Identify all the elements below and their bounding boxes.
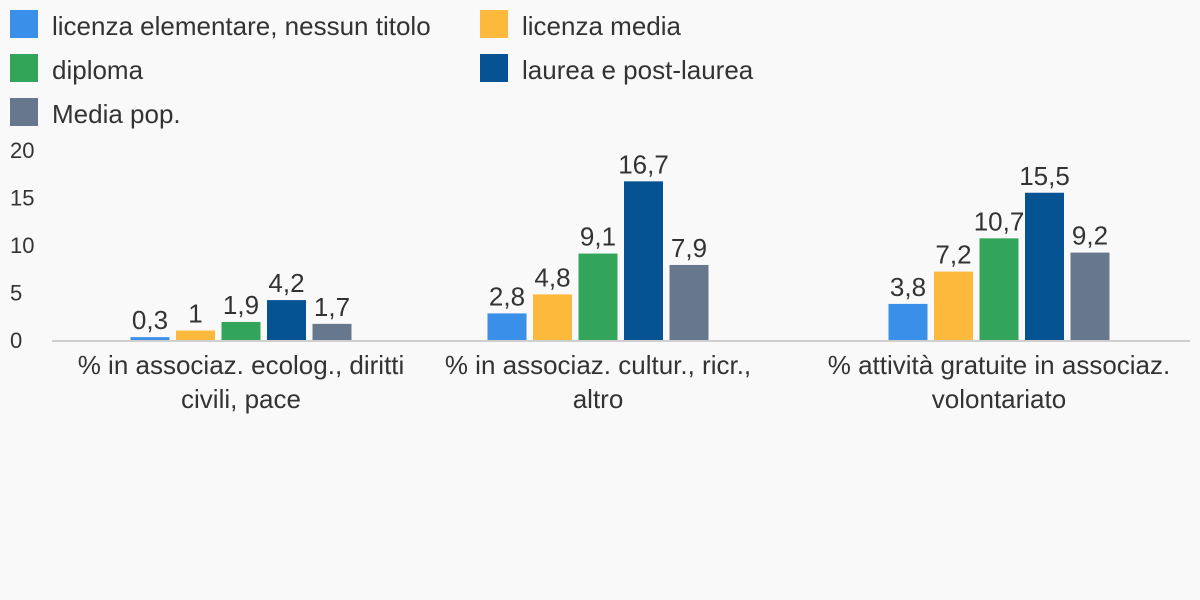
data-label: 7,2 bbox=[935, 240, 971, 270]
bar-group: 3,8 7,210,7 15,59,2 bbox=[888, 161, 1110, 340]
bar[interactable] bbox=[533, 294, 572, 340]
legend-item[interactable]: laurea e post-laurea bbox=[480, 54, 754, 85]
legend-label: diploma bbox=[52, 55, 144, 85]
bar[interactable] bbox=[130, 337, 170, 340]
x-tick-label-line: volontariato bbox=[932, 384, 1066, 414]
y-axis: 0 5 10 15 20 bbox=[10, 138, 34, 353]
data-label: 3,8 bbox=[890, 272, 926, 302]
y-tick-label: 5 bbox=[10, 281, 22, 306]
data-label: 1,7 bbox=[314, 292, 350, 322]
bar[interactable] bbox=[888, 303, 928, 340]
data-label: 16,7 bbox=[618, 149, 669, 179]
legend-item[interactable]: Media pop. bbox=[10, 98, 181, 129]
x-tick-label-line: civili, pace bbox=[181, 384, 301, 414]
x-tick-label-line: % attività gratuite in associaz. bbox=[828, 350, 1171, 380]
x-tick-label: % in associaz. ecolog., diritti civili, p… bbox=[78, 350, 405, 414]
bar[interactable] bbox=[312, 323, 352, 340]
data-label: 1 bbox=[188, 299, 202, 329]
bar[interactable] bbox=[578, 253, 618, 340]
data-label: 9,2 bbox=[1072, 221, 1108, 251]
bar[interactable] bbox=[669, 264, 709, 340]
bar[interactable] bbox=[979, 238, 1019, 340]
legend-swatch bbox=[10, 10, 38, 38]
data-label: 9,1 bbox=[580, 222, 616, 252]
data-label: 2,8 bbox=[489, 281, 525, 311]
legend-label: licenza elementare, nessun titolo bbox=[52, 11, 431, 41]
legend-label: laurea e post-laurea bbox=[522, 55, 754, 85]
bar[interactable] bbox=[176, 330, 215, 341]
legend-label: licenza media bbox=[522, 11, 682, 41]
x-tick-label-line: altro bbox=[573, 384, 624, 414]
plot-area: 0,3 1 1,9 4,2 1,7 2,8 4,8 9,1 16,7 7,9 3,8 7,210,7 1… bbox=[130, 149, 1110, 341]
bar[interactable] bbox=[624, 181, 663, 340]
bar-group: 0,3 1 1,9 4,2 1,7 bbox=[130, 268, 352, 341]
bar[interactable] bbox=[487, 313, 527, 340]
bar-group: 2,8 4,8 9,1 16,7 7,9 bbox=[487, 149, 709, 340]
legend-swatch bbox=[480, 54, 508, 82]
y-tick-label: 20 bbox=[10, 138, 34, 163]
legend-item[interactable]: licenza elementare, nessun titolo bbox=[10, 10, 431, 41]
data-label: 7,9 bbox=[671, 233, 707, 263]
legend-swatch bbox=[10, 54, 38, 82]
data-label: 4,2 bbox=[268, 268, 304, 298]
bar[interactable] bbox=[1070, 252, 1110, 340]
legend: licenza elementare, nessun titolo licenza… bbox=[10, 10, 754, 129]
data-label: 1,9 bbox=[223, 290, 259, 320]
legend-swatch bbox=[480, 10, 508, 38]
x-axis: % in associaz. ecolog., diritti civili, p… bbox=[52, 340, 1190, 414]
data-label: 15,5 bbox=[1019, 161, 1070, 191]
y-tick-label: 15 bbox=[10, 186, 34, 211]
bar[interactable] bbox=[1025, 192, 1064, 340]
data-label: 4,8 bbox=[534, 262, 570, 292]
y-tick-label: 0 bbox=[10, 328, 22, 353]
legend-item[interactable]: licenza media bbox=[480, 10, 682, 41]
bar[interactable] bbox=[267, 300, 306, 340]
bar[interactable] bbox=[934, 271, 973, 340]
data-label: 10,7 bbox=[974, 206, 1025, 236]
bar[interactable] bbox=[221, 321, 261, 340]
legend-label: Media pop. bbox=[52, 99, 181, 129]
x-tick-label: % attività gratuite in associaz. volontar… bbox=[828, 350, 1171, 414]
y-tick-label: 10 bbox=[10, 233, 34, 258]
legend-swatch bbox=[10, 98, 38, 126]
data-label: 0,3 bbox=[132, 305, 168, 335]
x-tick-label-line: % in associaz. ecolog., diritti bbox=[78, 350, 405, 380]
x-tick-label: % in associaz. cultur., ricr., altro bbox=[445, 350, 751, 414]
x-tick-label-line: % in associaz. cultur., ricr., bbox=[445, 350, 751, 380]
legend-item[interactable]: diploma bbox=[10, 54, 144, 85]
